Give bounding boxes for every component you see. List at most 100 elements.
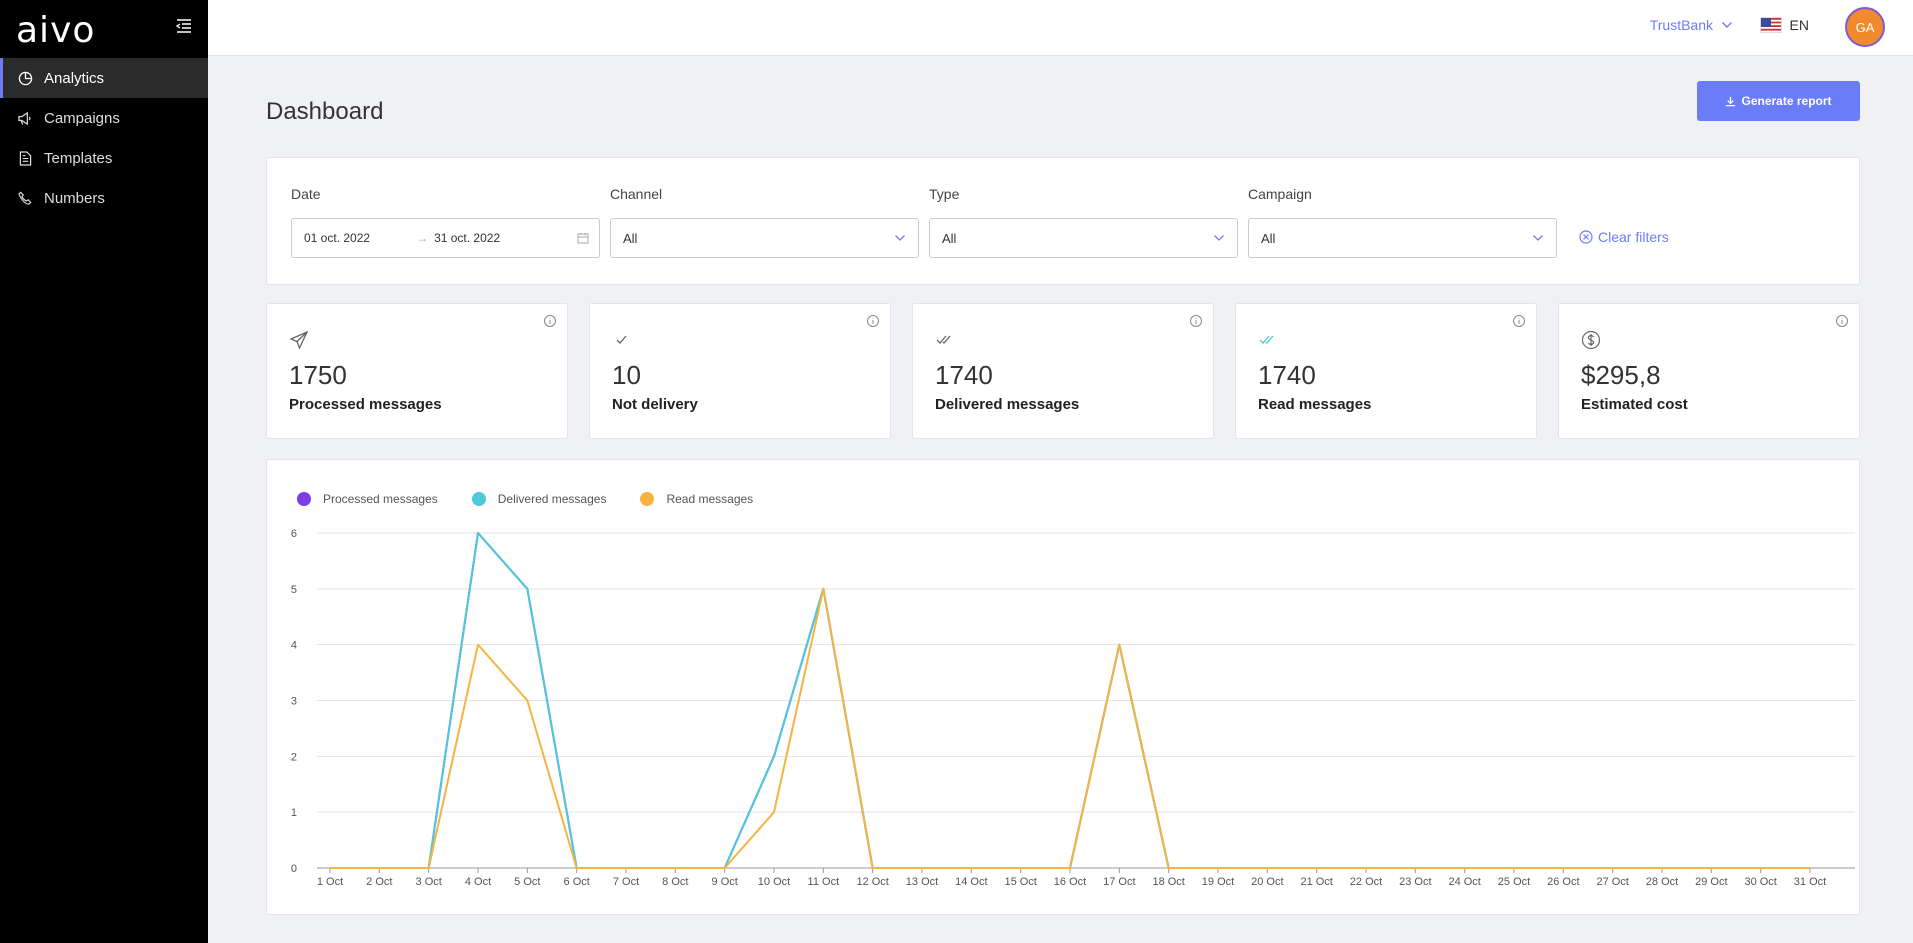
channel-filter-label: Channel [610,186,663,202]
organization-selector[interactable]: TrustBank [1650,17,1733,33]
x-tick-label: 30 Oct [1744,876,1776,888]
x-tick-label: 29 Oct [1695,876,1727,888]
calendar-icon [577,233,589,244]
stat-value: 1740 [935,360,993,390]
menu-collapse-icon[interactable] [176,18,192,34]
legend-label: Processed messages [323,492,438,506]
sidebar-item-templates[interactable]: Templates [0,138,208,178]
campaign-select[interactable]: All [1248,218,1557,258]
chevron-down-icon [1722,22,1732,28]
sidebar-item-numbers[interactable]: Numbers [0,178,208,218]
stat-value: 1750 [289,360,347,390]
legend-item-delivered[interactable]: Delivered messages [471,492,607,506]
arrow-right-icon: → [416,231,429,245]
us-flag-icon [1759,17,1782,33]
x-tick-label: 5 Oct [514,876,540,888]
close-circle-icon [1579,230,1593,244]
x-tick-label: 28 Oct [1646,876,1678,888]
info-icon[interactable] [866,314,880,328]
filters-panel: Date 01 oct. 2022 → 31 oct. 2022 Channel… [266,157,1860,285]
legend-label: Read messages [666,492,754,506]
messages-chart-card: Processed messages Delivered messages Re… [266,459,1860,915]
type-select[interactable]: All [929,218,1238,258]
x-tick-label: 2 Oct [366,876,392,888]
sidebar-item-label: Campaigns [44,109,120,127]
legend-dot [471,492,486,506]
stat-label: Not delivery [612,396,698,413]
y-tick-label: 4 [291,640,297,652]
x-tick-label: 11 Oct [808,876,840,888]
sidebar-item-campaigns[interactable]: Campaigns [0,98,208,138]
clear-filters-label: Clear filters [1598,229,1669,245]
phone-icon [16,189,34,207]
chevron-down-icon [1214,235,1224,241]
legend-dot [640,492,655,506]
x-tick-label: 13 Oct [906,876,938,888]
sidebar-item-analytics[interactable]: Analytics [0,58,208,98]
legend-item-processed[interactable]: Processed messages [297,492,438,506]
x-tick-label: 14 Oct [955,876,987,888]
page-title: Dashboard [266,98,384,125]
date-end: 31 oct. 2022 [434,231,501,245]
x-tick-label: 19 Oct [1202,876,1234,888]
channel-select[interactable]: All [610,218,919,258]
stat-label: Delivered messages [935,396,1080,413]
info-icon[interactable] [543,314,557,328]
chart-legend: Processed messages Delivered messages Re… [297,492,753,506]
legend-item-read[interactable]: Read messages [640,492,753,506]
stat-card-delivered: 1740 Delivered messages [912,303,1214,439]
stat-value: $295,8 [1581,360,1661,390]
x-tick-label: 22 Oct [1350,876,1382,888]
x-tick-label: 10 Oct [758,876,790,888]
megaphone-icon [16,109,34,127]
info-icon[interactable] [1512,314,1526,328]
x-tick-label: 16 Oct [1054,876,1086,888]
stat-card-cost: $295,8 Estimated cost [1558,303,1860,439]
legend-label: Delivered messages [497,492,607,506]
x-tick-label: 24 Oct [1448,876,1480,888]
campaign-value: All [1261,230,1276,246]
stat-card-read: 1740 Read messages [1235,303,1537,439]
y-tick-label: 1 [291,807,297,819]
sidebar-item-label: Analytics [44,69,105,87]
sidebar-item-label: Templates [44,149,113,167]
x-tick-label: 17 Oct [1103,876,1135,888]
legend-dot [297,492,311,506]
top-bar: TrustBank EN GA [208,0,1913,56]
x-tick-label: 31 Oct [1794,876,1826,888]
type-value: All [942,230,957,246]
type-filter-label: Type [929,186,960,202]
chevron-down-icon [1533,235,1543,241]
y-tick-label: 3 [291,696,297,708]
info-icon[interactable] [1189,314,1203,328]
series-line-read-messages [330,587,1810,869]
sidebar: aivo Analytics Campaigns Templates [0,0,208,943]
avatar[interactable]: GA [1845,7,1885,47]
info-icon[interactable] [1835,314,1849,328]
y-tick-label: 0 [291,863,297,875]
line-chart: 0 1 2 3 4 5 6 1 Oct 2 Oct 3 Oct 4 Oct 5 Oct 6 Oct 7 O… [291,528,1855,888]
chevron-down-icon [895,235,905,241]
y-tick-label: 6 [291,528,297,540]
x-tick-label: 1 Oct [317,876,343,888]
check-icon [616,335,627,344]
x-tick-label: 18 Oct [1152,876,1184,888]
clear-filters-button[interactable]: Clear filters [1579,229,1669,245]
generate-report-button[interactable]: Generate report [1697,81,1860,121]
language-selector[interactable]: EN [1759,17,1809,33]
x-tick-label: 12 Oct [856,876,888,888]
download-icon [1726,96,1736,106]
double-check-icon [936,335,951,344]
date-filter-label: Date [291,186,321,202]
x-tick-label: 27 Oct [1596,876,1628,888]
y-tick-label: 2 [291,751,297,763]
y-tick-label: 5 [291,584,297,596]
x-tick-label: 23 Oct [1399,876,1431,888]
language-code: EN [1789,17,1809,33]
send-icon [289,330,309,350]
generate-report-label: Generate report [1741,94,1832,108]
x-tick-label: 25 Oct [1498,876,1530,888]
x-tick-label: 3 Oct [416,876,442,888]
sidebar-nav: Analytics Campaigns Templates Numbers [0,58,208,218]
date-range-picker[interactable]: 01 oct. 2022 → 31 oct. 2022 [291,218,600,258]
